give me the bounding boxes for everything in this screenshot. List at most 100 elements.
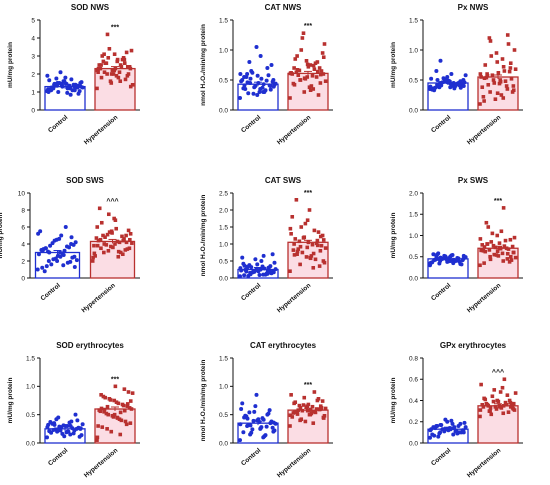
data-point-hypertension	[124, 240, 129, 245]
significance-marker: ***	[111, 24, 119, 31]
category-label: Hypertension	[276, 114, 312, 146]
data-point-hypertension	[110, 231, 114, 235]
data-point-hypertension	[105, 404, 110, 409]
data-point-hypertension	[315, 243, 320, 248]
y-tick-label: 6	[21, 224, 25, 231]
data-point-control	[250, 70, 255, 75]
data-point-hypertension	[305, 245, 310, 250]
data-point-hypertension	[508, 405, 513, 409]
data-point-hypertension	[101, 59, 106, 64]
category-label: Hypertension	[466, 447, 502, 479]
data-point-hypertension	[492, 388, 497, 392]
data-point-hypertension	[294, 198, 299, 202]
data-point-control	[260, 85, 265, 90]
data-point-hypertension	[125, 402, 130, 406]
data-point-control	[254, 45, 259, 49]
data-point-control	[264, 424, 269, 429]
data-point-control	[268, 87, 273, 92]
data-point-hypertension	[99, 63, 103, 67]
data-point-hypertension	[497, 81, 502, 86]
data-point-hypertension	[92, 243, 96, 248]
data-point-control	[245, 80, 250, 85]
data-point-hypertension	[118, 432, 123, 437]
data-point-control	[462, 420, 467, 425]
data-point-control	[263, 433, 268, 438]
data-point-hypertension	[479, 75, 483, 79]
data-point-hypertension	[321, 55, 326, 59]
data-point-hypertension	[318, 72, 323, 77]
data-point-hypertension	[512, 48, 517, 52]
data-point-control	[265, 66, 270, 70]
data-point-control	[435, 78, 440, 82]
y-tick-label: 2.5	[219, 190, 228, 197]
data-point-control	[264, 78, 269, 83]
data-point-hypertension	[478, 408, 483, 412]
y-tick-label: 0.2	[409, 419, 418, 426]
data-point-hypertension	[322, 414, 327, 418]
data-point-hypertension	[323, 246, 328, 250]
data-point-hypertension	[307, 208, 312, 212]
data-point-control	[240, 255, 245, 260]
data-point-control	[42, 269, 47, 274]
data-point-control	[253, 84, 258, 88]
y-tick-label: 3	[31, 53, 35, 60]
data-point-hypertension	[108, 79, 113, 83]
data-point-hypertension	[102, 52, 106, 56]
data-point-hypertension	[111, 415, 116, 419]
data-point-hypertension	[493, 245, 498, 250]
data-point-control	[36, 252, 41, 257]
data-point-control	[431, 252, 436, 257]
data-point-hypertension	[499, 406, 504, 410]
data-point-hypertension	[508, 237, 513, 242]
data-point-control	[454, 258, 459, 263]
y-tick-label: 0	[21, 275, 25, 282]
data-point-hypertension	[124, 233, 128, 238]
data-point-hypertension	[504, 402, 509, 407]
data-point-hypertension	[504, 84, 509, 88]
data-point-hypertension	[510, 244, 515, 249]
y-tick-label: 8	[21, 207, 25, 214]
data-point-control	[40, 248, 45, 253]
data-point-control	[55, 81, 60, 85]
data-point-hypertension	[312, 67, 317, 71]
data-point-control	[450, 421, 455, 426]
y-axis-label: mU/mg protein	[390, 213, 397, 259]
data-point-hypertension	[309, 84, 314, 88]
data-point-hypertension	[305, 62, 310, 67]
data-point-hypertension	[118, 63, 123, 67]
data-point-hypertension	[487, 409, 492, 413]
data-point-hypertension	[128, 237, 132, 242]
data-point-hypertension	[313, 410, 318, 415]
category-label: Control	[240, 447, 262, 467]
data-point-hypertension	[487, 248, 492, 252]
data-point-control	[451, 257, 456, 262]
data-point-control	[431, 86, 436, 91]
data-point-control	[244, 75, 249, 79]
data-point-control	[61, 253, 66, 258]
data-point-hypertension	[295, 54, 299, 58]
data-point-hypertension	[106, 412, 111, 417]
data-point-control	[448, 259, 453, 263]
data-point-control	[441, 76, 446, 81]
data-point-control	[254, 392, 259, 397]
data-point-control	[36, 231, 41, 236]
panel-2: CAT NWS nmol H₂O₂/min/mg protein 0.0 0.5 1.0…	[200, 3, 333, 146]
data-point-hypertension	[309, 254, 314, 258]
data-point-control	[247, 410, 252, 415]
data-point-control	[456, 424, 461, 428]
data-point-control	[265, 269, 270, 274]
data-point-control	[74, 426, 79, 431]
data-point-hypertension	[308, 88, 313, 92]
y-axis-label: nmol H₂O₂/min/mg protein	[200, 195, 207, 277]
data-point-hypertension	[321, 238, 326, 242]
data-point-hypertension	[105, 72, 109, 76]
data-point-hypertension	[496, 254, 501, 258]
data-point-hypertension	[128, 399, 133, 403]
data-point-control	[259, 76, 264, 81]
data-point-hypertension	[501, 259, 506, 263]
data-point-hypertension	[488, 39, 493, 43]
data-point-control	[75, 83, 80, 88]
data-point-hypertension	[117, 240, 122, 245]
y-tick-label: 1.5	[219, 17, 228, 24]
data-point-control	[258, 267, 263, 272]
